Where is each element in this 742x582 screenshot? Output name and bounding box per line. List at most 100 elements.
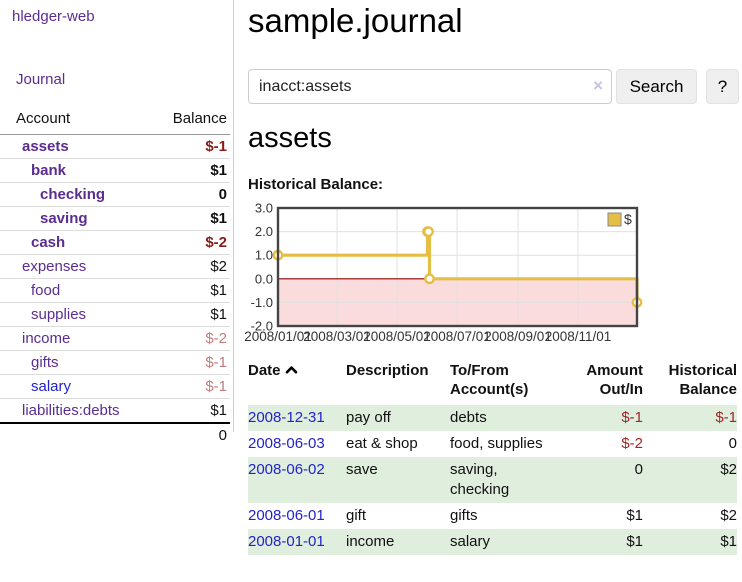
account-row: saving $1 [0, 207, 230, 231]
tx-header-balance: Historical Balance [643, 361, 737, 405]
app-brand-link[interactable]: hledger-web [12, 8, 95, 25]
account-row: food $1 [0, 279, 230, 303]
account-balance: $-2 [155, 327, 230, 351]
tx-header-date[interactable]: Date [248, 361, 346, 405]
transaction-row: 2008-01-01incomesalary$1$1 [248, 529, 737, 555]
sidebar-divider [233, 0, 234, 432]
main-content: sample.journal × Search ? assets Histori… [248, 0, 742, 582]
transaction-balance: $2 [643, 457, 737, 503]
account-link[interactable]: checking [40, 186, 105, 203]
transaction-date-link[interactable]: 2008-06-03 [248, 435, 325, 452]
tx-header-description: Description [346, 361, 450, 405]
account-balance: $1 [155, 303, 230, 327]
account-balance: $2 [155, 255, 230, 279]
account-row: salary $-1 [0, 375, 230, 399]
account-balance: 0 [155, 183, 230, 207]
svg-text:2008/01/01: 2008/01/01 [244, 329, 312, 344]
transaction-accounts: gifts [450, 503, 581, 529]
transaction-description: income [346, 529, 450, 555]
page-title: sample.journal [248, 2, 463, 40]
account-link[interactable]: cash [31, 234, 65, 251]
account-row: cash $-2 [0, 231, 230, 255]
account-link[interactable]: food [31, 282, 60, 299]
tx-header-amount: Amount Out/In [581, 361, 643, 405]
svg-text:2.0: 2.0 [255, 224, 273, 239]
help-button[interactable]: ? [706, 69, 739, 104]
chevron-up-icon [285, 361, 298, 380]
account-balance: $1 [155, 159, 230, 183]
accounts-total-row: 0 [0, 423, 230, 447]
transaction-balance: $1 [643, 529, 737, 555]
chart-title: Historical Balance: [248, 176, 383, 193]
transaction-balance: $-1 [643, 405, 737, 431]
accounts-tbody: assets$-1bank$1checking0saving$1cash$-2e… [0, 135, 230, 448]
account-row: assets $-1 [0, 135, 230, 159]
account-link[interactable]: salary [31, 378, 71, 395]
account-balance: $-1 [155, 135, 230, 159]
account-link[interactable]: assets [22, 138, 69, 155]
transaction-accounts: saving, checking [450, 457, 581, 503]
transaction-description: pay off [346, 405, 450, 431]
account-balance: $1 [155, 399, 230, 424]
tx-header-accounts: To/From Account(s) [450, 361, 581, 405]
account-row: expenses $2 [0, 255, 230, 279]
search-form: × Search ? [248, 69, 742, 105]
accounts-total-value: 0 [155, 423, 230, 447]
account-row: income $-2 [0, 327, 230, 351]
search-button[interactable]: Search [616, 69, 697, 104]
account-link[interactable]: income [22, 330, 70, 347]
transaction-date-link[interactable]: 2008-06-01 [248, 507, 325, 524]
svg-text:$: $ [624, 211, 632, 227]
transaction-amount: $-2 [581, 431, 643, 457]
transaction-date-link[interactable]: 2008-06-02 [248, 461, 325, 478]
transaction-row: 2008-06-02 savesaving, checking0$2 [248, 457, 737, 503]
transaction-amount: $1 [581, 529, 643, 555]
svg-text:3.0: 3.0 [255, 201, 273, 216]
svg-text:2008/11/01: 2008/11/01 [545, 329, 612, 344]
account-row: bank $1 [0, 159, 230, 183]
svg-text:1.0: 1.0 [255, 248, 273, 263]
transaction-description: eat & shop [346, 431, 450, 457]
account-link[interactable]: expenses [22, 258, 86, 275]
account-balance: $1 [155, 207, 230, 231]
account-heading: assets [248, 122, 332, 155]
clear-search-icon[interactable]: × [593, 76, 603, 96]
account-link[interactable]: liabilities:debts [22, 402, 120, 419]
account-balance: $1 [155, 279, 230, 303]
transaction-accounts: food, supplies [450, 431, 581, 457]
transaction-amount: $1 [581, 503, 643, 529]
account-link[interactable]: saving [40, 210, 88, 227]
transaction-date-link[interactable]: 2008-01-01 [248, 533, 325, 550]
svg-text:2008/05/01: 2008/05/01 [363, 329, 431, 344]
svg-text:2008/07/01: 2008/07/01 [423, 329, 491, 344]
account-link[interactable]: gifts [31, 354, 59, 371]
account-row: checking 0 [0, 183, 230, 207]
search-input[interactable] [248, 69, 612, 104]
account-row: supplies $1 [0, 303, 230, 327]
svg-text:2008/03/01: 2008/03/01 [303, 329, 371, 344]
transactions-tbody: 2008-12-31pay offdebts$-1$-12008-06-03ea… [248, 405, 737, 555]
transaction-date-link[interactable]: 2008-12-31 [248, 409, 325, 426]
svg-text:0.0: 0.0 [255, 271, 273, 286]
svg-text:2008/09/01: 2008/09/01 [484, 329, 552, 344]
account-balance: $-1 [155, 351, 230, 375]
sidebar-item-journal[interactable]: Journal [16, 71, 65, 88]
account-balance: $-2 [155, 231, 230, 255]
transaction-amount: $-1 [581, 405, 643, 431]
account-row: gifts $-1 [0, 351, 230, 375]
transaction-row: 2008-06-01giftgifts$1$2 [248, 503, 737, 529]
accounts-header-balance: Balance [155, 106, 230, 135]
transaction-amount: 0 [581, 457, 643, 503]
accounts-table: Account Balance assets $-1 bank $1 checking 0… [0, 106, 230, 447]
account-link[interactable]: supplies [31, 306, 86, 323]
account-balance: $-1 [155, 375, 230, 399]
transaction-description: gift [346, 503, 450, 529]
svg-text:-1.0: -1.0 [251, 295, 273, 310]
account-row: liabilities:debts $1 [0, 399, 230, 424]
transaction-row: 2008-12-31pay offdebts$-1$-1 [248, 405, 737, 431]
accounts-header-account: Account [0, 106, 155, 135]
account-link[interactable]: bank [31, 162, 66, 179]
transaction-description: save [346, 457, 450, 503]
historical-balance-chart: $3.02.01.00.0-1.0-2.02008/01/012008/03/0… [248, 202, 742, 347]
transaction-accounts: debts [450, 405, 581, 431]
